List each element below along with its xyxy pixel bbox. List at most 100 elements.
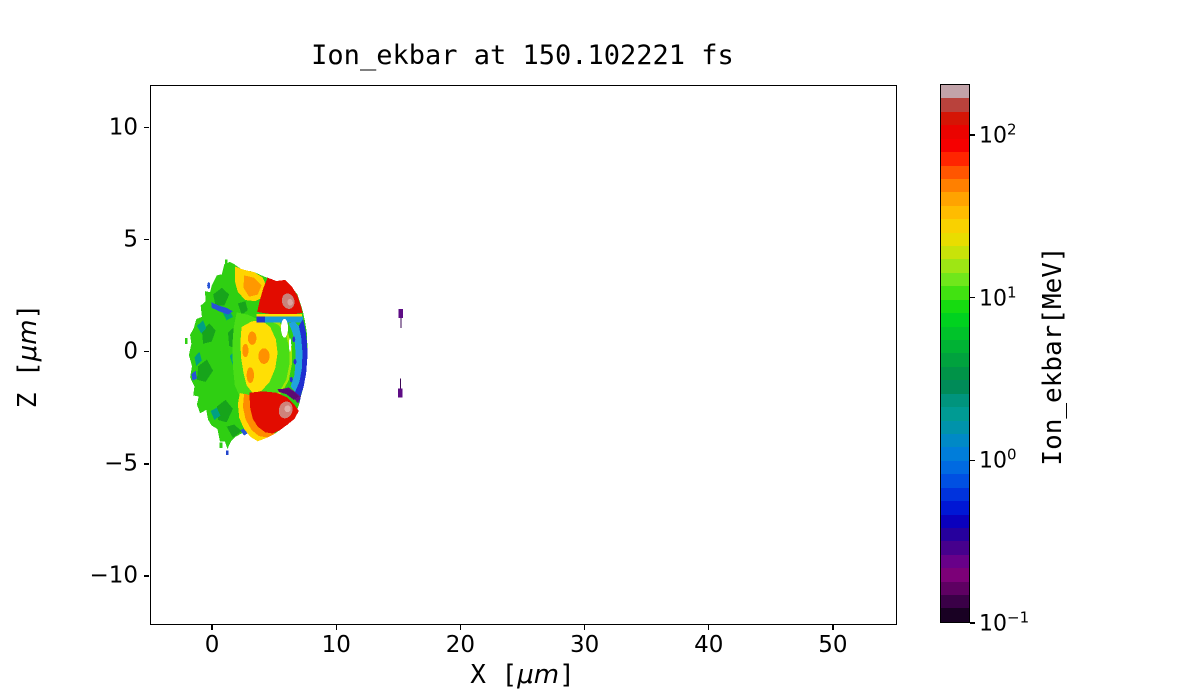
y-tick-label: 0 <box>123 338 138 365</box>
colorbar-segment <box>941 192 969 206</box>
colorbar-segment <box>941 554 969 569</box>
colorbar-tickmark <box>970 622 975 624</box>
colorbar-tickmark <box>970 134 975 136</box>
orange-spot <box>242 343 249 358</box>
colorbar-segment <box>941 541 969 555</box>
heatmap-canvas <box>185 259 403 455</box>
y-tick-label: −10 <box>89 562 138 589</box>
purple-speck-upper-stem <box>400 318 402 329</box>
detached-green-bit <box>219 442 223 448</box>
colorbar-segment <box>941 501 969 515</box>
x-tick-label: 20 <box>445 632 476 658</box>
teal-patch <box>210 407 221 420</box>
colorbar-segment <box>941 433 969 448</box>
x-tick-label: 10 <box>321 632 351 658</box>
colorbar-segment <box>941 125 969 139</box>
colorbar-segment <box>941 514 969 528</box>
colorbar-segment <box>941 420 969 434</box>
x-tickmark <box>335 624 337 630</box>
y-tick-label: 5 <box>123 226 138 253</box>
navy-bit <box>298 395 302 406</box>
top-orange-inner <box>243 275 262 297</box>
colorbar-tick-label: 101 <box>979 283 1017 312</box>
x-tick-label: 30 <box>569 632 600 658</box>
crescent-outer-blue <box>295 319 308 397</box>
y-tickmark <box>143 463 149 465</box>
teal-patch <box>196 320 207 334</box>
dark-green-patch <box>226 424 242 438</box>
white-sliver <box>288 338 292 352</box>
colorbar-segment <box>941 219 969 233</box>
orange-spot <box>246 367 254 384</box>
colorbar-tickmark <box>970 297 975 299</box>
colorbar-segment <box>941 380 969 394</box>
x-tick-label: 40 <box>694 632 724 658</box>
colorbar-segment <box>941 205 969 220</box>
colorbar-segment <box>941 527 969 542</box>
teal-patch <box>194 351 202 367</box>
x-axis-label: X [μm] <box>470 660 575 690</box>
colorbar-segment <box>941 232 969 247</box>
colorbar-segment <box>941 178 969 193</box>
colorbar-segment <box>941 568 969 582</box>
dark-green-patch <box>237 301 248 315</box>
x-tickmark <box>583 624 586 630</box>
colorbar-segment <box>941 313 969 327</box>
colorbar-label: Ion_ekbar[MeV] <box>1038 246 1068 466</box>
y-tickmark <box>143 575 149 577</box>
dark-green-patch <box>213 287 230 306</box>
y-tick-label: 10 <box>108 114 138 141</box>
bottom-orange-fringe <box>242 393 276 438</box>
colorbar <box>940 84 970 623</box>
colorbar-segment <box>941 138 969 153</box>
colorbar-segment <box>941 286 969 300</box>
x-tickmark <box>459 624 462 630</box>
x-tick-label: 0 <box>204 632 220 658</box>
orange-spot <box>258 348 270 364</box>
blue-band <box>256 316 304 323</box>
purple-speck-lower-stem <box>400 378 401 389</box>
colorbar-segment <box>941 340 969 354</box>
top-red-core-bright <box>287 298 293 306</box>
x-tickmark <box>708 624 710 630</box>
colorbar-segment <box>941 608 969 622</box>
colorbar-segment <box>941 259 969 273</box>
colorbar-segment <box>941 111 969 126</box>
colorbar-segment <box>941 487 969 502</box>
colorbar-segment <box>941 165 969 179</box>
blue-band-dark <box>256 316 266 323</box>
blue-speckle-band <box>211 302 233 315</box>
y-tick-label: −5 <box>104 450 138 477</box>
detached-green-bit <box>185 338 188 344</box>
colorbar-segment <box>941 447 969 461</box>
colorbar-tick-label: 102 <box>979 120 1017 149</box>
y-tickmark <box>143 351 149 353</box>
colorbar-segment <box>941 460 969 475</box>
x-tickmark <box>832 624 834 630</box>
orange-spot <box>247 331 257 345</box>
colorbar-segment <box>941 299 969 314</box>
colorbar-segment <box>941 366 969 381</box>
white-hole <box>281 318 288 338</box>
colorbar-segment <box>941 326 969 341</box>
colorbar-segment <box>941 407 969 421</box>
colorbar-segment <box>941 474 969 488</box>
y-tickmark <box>143 126 149 129</box>
colorbar-segment <box>941 353 969 367</box>
yellow-underline <box>256 314 302 317</box>
colorbar-segment <box>941 98 969 112</box>
blue-tip <box>226 450 229 455</box>
y-tickmark <box>143 238 149 241</box>
x-tick-label: 50 <box>818 632 848 658</box>
colorbar-tick-label: 10−1 <box>979 608 1030 637</box>
colorbar-segment <box>941 272 969 287</box>
colorbar-tick-label: 100 <box>979 445 1017 475</box>
colorbar-tickmark <box>970 459 975 462</box>
purple-wedge <box>277 388 299 400</box>
crescent-blue-dot <box>292 336 296 342</box>
colorbar-segment <box>941 393 969 408</box>
y-axis-label: Z [μm] <box>13 303 43 409</box>
colorbar-segment <box>941 85 969 99</box>
crescent-blue-dot <box>289 377 293 383</box>
